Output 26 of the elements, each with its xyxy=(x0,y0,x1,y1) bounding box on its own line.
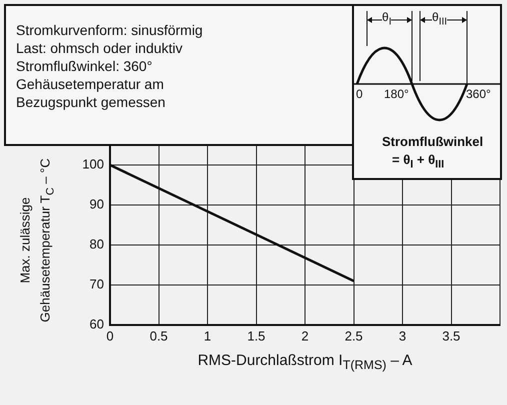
x-axis-title: RMS-Durchlaßstrom I$_{T(RMS)}$ – A xyxy=(196,352,414,372)
x-tick-label: 0.5 xyxy=(150,328,168,344)
y-tick-label: 100 xyxy=(82,156,104,172)
text: θ$_{III}$ xyxy=(432,10,448,28)
text: 0 xyxy=(356,87,363,101)
y-tick-label: 70 xyxy=(90,276,104,292)
y-tick-label: 60 xyxy=(90,316,104,332)
x-tick-label: 0 xyxy=(106,328,114,344)
text: 360° xyxy=(466,87,491,101)
text: Gehäusetemperatur am xyxy=(16,76,164,92)
x-tick-label: 1.5 xyxy=(247,328,266,344)
text: Stromkurvenform: sinusförmig xyxy=(16,22,203,38)
text: Last: ohmsch oder induktiv xyxy=(16,40,183,56)
y-tick-label: 90 xyxy=(90,196,104,212)
y-tick-label: 80 xyxy=(90,236,104,252)
x-tick-label: 3.5 xyxy=(442,328,460,344)
annotation: Stromflußwinkel xyxy=(382,134,484,149)
text: θ$_{I}$ xyxy=(382,10,392,28)
text: Bezugspunkt gemessen xyxy=(16,94,166,110)
x-tick-label: 1 xyxy=(204,328,212,344)
x-tick-label: 2 xyxy=(301,328,309,344)
annotation: = θ$_{I}$ + θ$_{III}$ xyxy=(392,152,444,171)
x-tick-label: 3 xyxy=(398,328,406,344)
text: 180° xyxy=(384,87,409,101)
text: Stromflußwinkel: 360° xyxy=(16,58,152,74)
x-tick-label: 2.5 xyxy=(344,328,363,344)
